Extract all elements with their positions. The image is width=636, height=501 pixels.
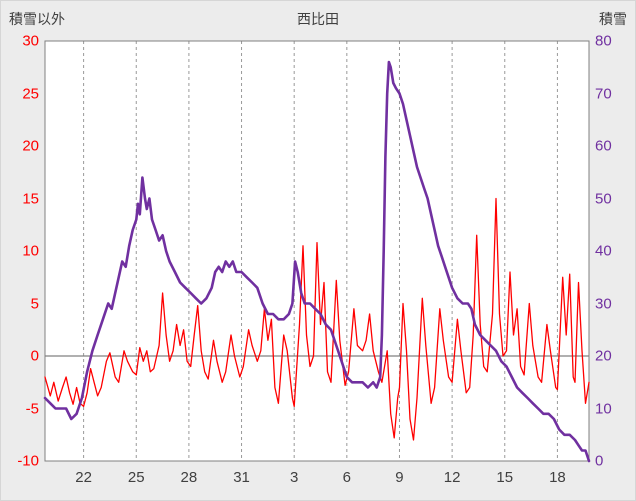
- non-snow-series-line: [44, 197, 590, 441]
- x-axis-tick-label: 25: [127, 469, 145, 486]
- left-axis-title: 積雪以外: [9, 11, 65, 27]
- snow-depth-series-line: [43, 60, 591, 463]
- right-axis-tick-label: 60: [595, 137, 612, 155]
- x-axis-tick-label: 22: [75, 469, 92, 486]
- left-axis-tick-label: 20: [22, 137, 39, 155]
- x-axis-tick-label: 28: [180, 469, 198, 486]
- left-axis-tick-label: 10: [22, 242, 39, 260]
- x-axis-tick-label: 12: [443, 469, 461, 486]
- right-axis-tick-label: 70: [595, 85, 612, 102]
- left-axis-tick-label: -10: [17, 452, 39, 470]
- right-axis-title: 積雪: [599, 11, 627, 27]
- right-axis-tick-label: 20: [595, 347, 612, 365]
- right-axis-tick-label: 80: [595, 32, 612, 50]
- x-axis-tick-label: 3: [290, 469, 299, 486]
- right-axis-tick-label: 40: [595, 242, 612, 260]
- x-axis-tick-label: 31: [233, 469, 250, 486]
- x-axis-tick-label: 18: [549, 469, 566, 486]
- chart-title: 西比田: [297, 11, 339, 27]
- right-axis-tick-label: 0: [595, 452, 604, 470]
- left-axis-tick-label: 30: [22, 32, 39, 50]
- left-axis-tick-label: 25: [22, 85, 39, 102]
- left-axis-tick-label: 15: [22, 190, 39, 207]
- left-axis-tick-label: -5: [25, 400, 39, 417]
- right-axis-tick-label: 10: [595, 400, 612, 417]
- x-axis-tick-label: 15: [496, 469, 514, 486]
- x-axis-tick-label: 9: [395, 469, 404, 486]
- x-axis-tick-label: 6: [342, 469, 351, 486]
- right-axis-tick-label: 30: [595, 295, 612, 312]
- left-axis-tick-label: 0: [30, 347, 39, 365]
- left-axis-tick-label: 5: [30, 295, 39, 312]
- plot-border: [44, 40, 590, 462]
- right-axis-tick-label: 50: [595, 190, 612, 207]
